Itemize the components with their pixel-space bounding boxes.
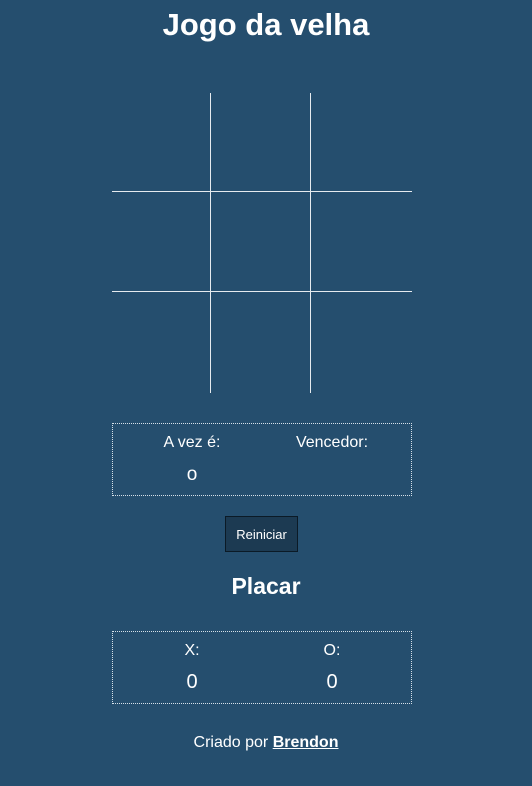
board-cell-9[interactable] — [311, 292, 412, 393]
turn-value: o — [186, 464, 198, 485]
score-o-label: O: — [323, 642, 341, 659]
board-cell-8[interactable] — [211, 292, 311, 393]
author-link[interactable]: Brendon — [272, 734, 339, 751]
page-title: Jogo da velha — [162, 7, 370, 42]
score-x-label: X: — [184, 642, 200, 659]
board-cell-4[interactable] — [112, 192, 211, 292]
footer: Criado por Brendon — [0, 733, 532, 753]
board-cell-1[interactable] — [112, 93, 211, 192]
score-o-value: 0 — [326, 671, 338, 693]
board-cell-2[interactable] — [211, 93, 311, 192]
status-panel: A vez é: o Vencedor: — [112, 423, 412, 496]
footer-text: Criado por — [193, 734, 269, 751]
board-cell-6[interactable] — [311, 192, 412, 292]
score-x-value: 0 — [186, 671, 198, 693]
turn-label: A vez é: — [163, 434, 221, 451]
restart-button[interactable]: Reiniciar — [225, 516, 298, 552]
board-cell-7[interactable] — [112, 292, 211, 393]
score-title: Placar — [231, 573, 301, 599]
board-cell-5[interactable] — [211, 192, 311, 292]
game-board — [112, 93, 412, 393]
board-cell-3[interactable] — [311, 93, 412, 192]
winner-label: Vencedor: — [295, 434, 369, 451]
score-panel: X: 0 O: 0 — [112, 631, 412, 704]
